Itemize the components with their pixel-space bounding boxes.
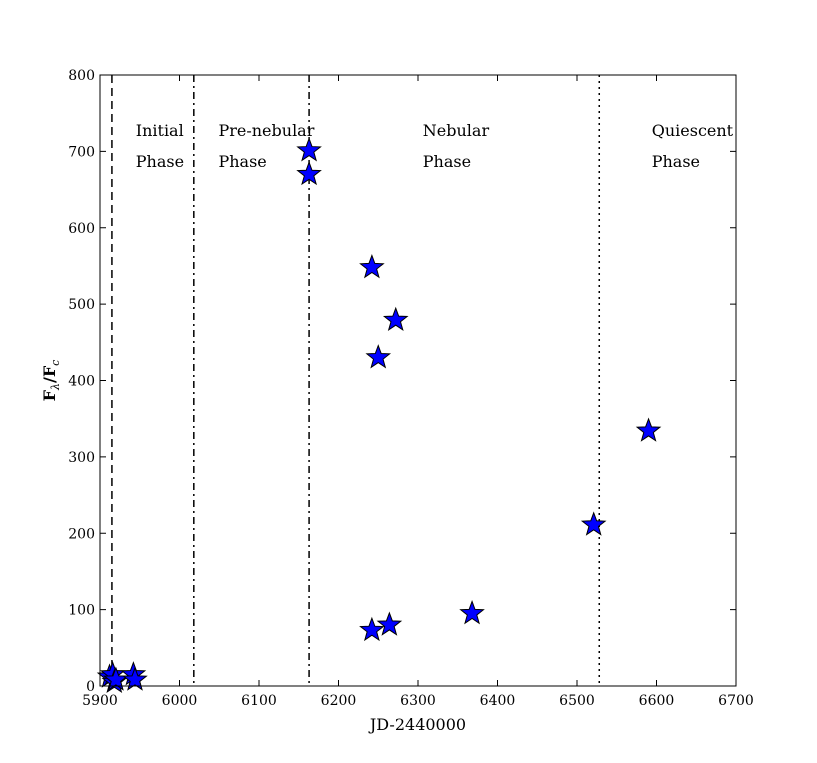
phase-label: Pre-nebular [218,121,314,140]
x-tick-label: 6600 [639,693,675,709]
phase-annotations: Initial Phase Pre-nebular Phase Nebular Phase… [136,121,734,171]
data-point-star [580,511,607,536]
phase-label-second-line: Phase [218,152,266,171]
y-tick-label: 500 [68,297,95,313]
data-point-star [296,137,322,162]
x-tick-label: 5900 [82,693,118,709]
y-axis-label: Fλ/Fc [40,360,62,402]
y-tick-label: 700 [68,144,95,160]
x-tick-label: 6500 [559,693,595,709]
phase-label: Nebular [423,121,490,140]
y-tick-label: 300 [68,450,95,466]
phase-label: Initial [136,121,184,140]
data-markers [96,137,662,694]
data-point-star [635,417,662,442]
x-axis-ticks: 5900 6000 6100 6200 6300 6400 6500 6600 6700 [82,75,754,709]
y-axis-label-sub2: c [49,360,62,366]
data-point-star [122,666,148,691]
x-tick-label: 6100 [241,693,277,709]
y-axis-label-main: F [40,389,59,401]
plot-frame [99,74,737,687]
phase-label-second-line: Phase [423,152,471,171]
data-point-star [382,306,409,332]
y-tick-label: 0 [86,679,95,695]
phase-label-second-line: Phase [136,152,184,171]
x-tick-label: 6700 [718,693,754,709]
y-tick-label: 600 [68,221,95,237]
data-point-star [376,611,403,636]
y-axis-label-sub1: λ [49,383,62,391]
x-tick-label: 6300 [400,693,436,709]
phase-lines [111,75,601,686]
phase-label: Quiescent [652,121,734,140]
phase-label-second-line: Phase [652,152,700,171]
y-tick-label: 800 [68,68,95,84]
y-axis-ticks: 0 100 200 300 400 500 600 700 800 [68,68,736,695]
y-tick-label: 400 [68,374,95,390]
data-point-star [459,599,485,625]
data-point-star [296,160,322,186]
data-point-star [359,254,385,279]
y-tick-label: 100 [68,603,95,619]
y-tick-label: 200 [68,526,95,542]
x-axis-label: JD-2440000 [368,715,466,734]
data-point-star [365,344,392,369]
y-axis-label-sep: /F [40,365,59,383]
x-tick-label: 6400 [480,693,516,709]
x-tick-label: 6200 [321,693,357,709]
data-point-star [359,616,385,642]
x-tick-label: 6000 [162,693,198,709]
